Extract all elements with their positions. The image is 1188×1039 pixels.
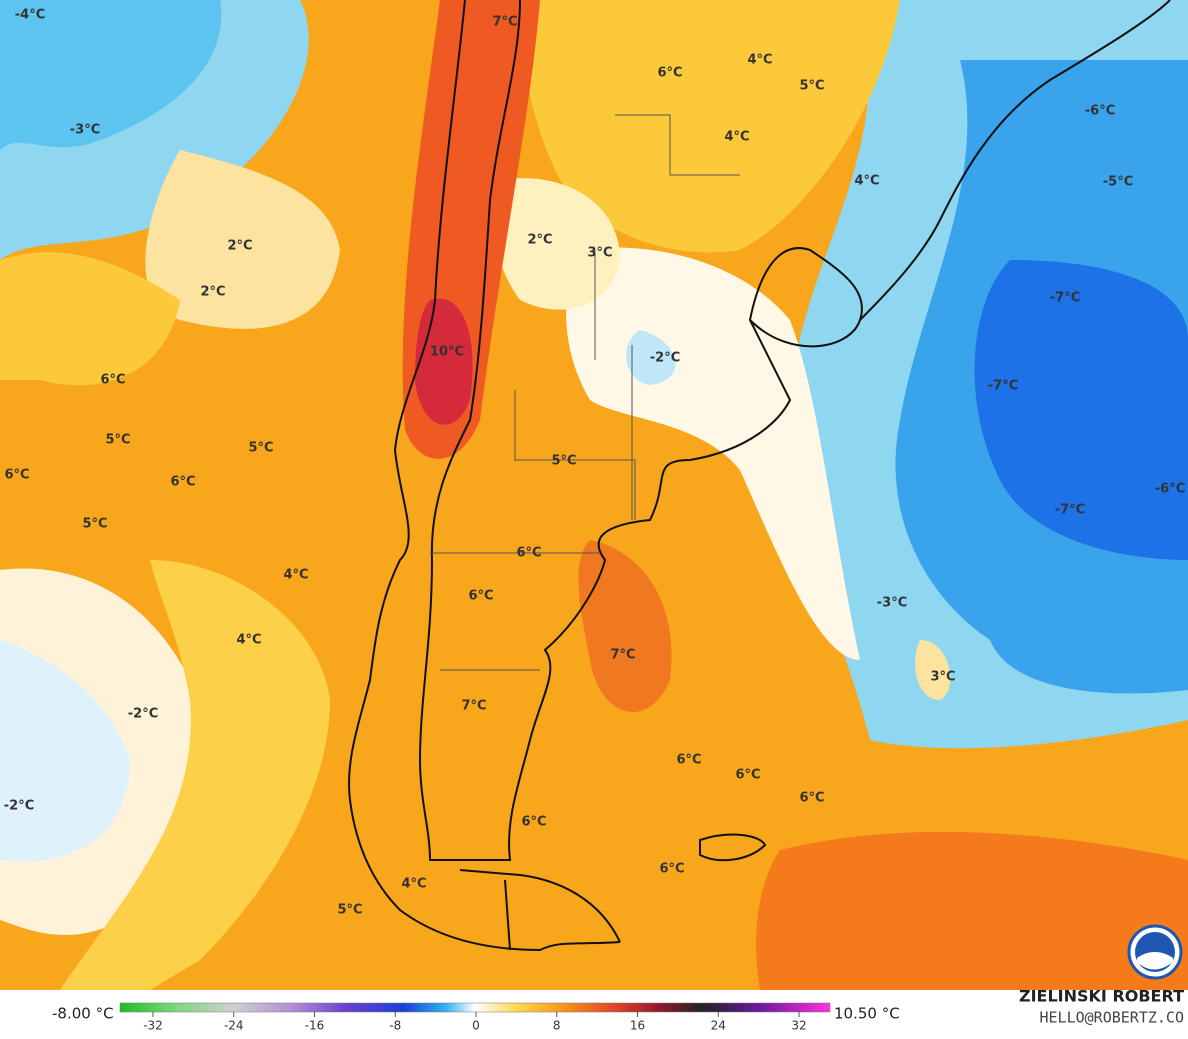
temperature-label: 2°C — [200, 285, 225, 300]
colorbar-tick-label: 0 — [472, 1019, 480, 1033]
noaa-logo — [1127, 924, 1183, 980]
temperature-label: -4°C — [15, 8, 45, 23]
temperature-label: 6°C — [657, 66, 682, 81]
temperature-label: 5°C — [551, 454, 576, 469]
colorbar-tick-label: -8 — [389, 1019, 401, 1033]
colorbar-min: -8.00 °C — [52, 1005, 114, 1023]
temperature-label: 6°C — [799, 791, 824, 806]
temperature-label: 4°C — [401, 877, 426, 892]
temperature-label: 6°C — [468, 589, 493, 604]
temperature-label: 5°C — [248, 441, 273, 456]
temperature-label: -6°C — [1085, 104, 1115, 119]
temperature-label: 6°C — [100, 373, 125, 388]
temperature-label: 6°C — [4, 468, 29, 483]
temperature-label: 2°C — [527, 233, 552, 248]
colorbar-tick-label: 16 — [630, 1019, 645, 1033]
colorbar-tick-label: -16 — [305, 1019, 325, 1033]
credit-email: HELLO@ROBERTZ.CO — [1040, 1009, 1185, 1027]
temperature-label: 6°C — [735, 768, 760, 783]
temperature-label: 7°C — [610, 648, 635, 663]
temperature-label: 3°C — [587, 246, 612, 261]
temperature-label: 7°C — [492, 15, 517, 30]
temperature-label: 5°C — [82, 517, 107, 532]
temperature-label: 4°C — [854, 174, 879, 189]
temperature-label: -2°C — [650, 351, 680, 366]
temperature-label: -3°C — [70, 123, 100, 138]
temperature-label: 4°C — [747, 53, 772, 68]
temperature-label: 5°C — [105, 433, 130, 448]
temperature-label: -3°C — [877, 596, 907, 611]
temperature-label: 6°C — [659, 862, 684, 877]
temperature-label: 4°C — [283, 568, 308, 583]
temperature-label: -7°C — [1055, 503, 1085, 518]
colorbar-tick-label: 8 — [553, 1019, 561, 1033]
temperature-label: 5°C — [799, 79, 824, 94]
temperature-label: 10°C — [430, 345, 464, 360]
temperature-label: 6°C — [521, 815, 546, 830]
colorbar-tick-label: -32 — [143, 1019, 163, 1033]
temperature-label: 4°C — [236, 633, 261, 648]
temperature-label: 6°C — [676, 753, 701, 768]
temperature-label: 4°C — [724, 130, 749, 145]
map — [0, 0, 1188, 990]
colorbar-tick-label: -24 — [224, 1019, 244, 1033]
temperature-label: -2°C — [128, 707, 158, 722]
temperature-label: -2°C — [4, 799, 34, 814]
temperature-label: 2°C — [227, 239, 252, 254]
colorbar-max: 10.50 °C — [834, 1005, 900, 1023]
credit-name: ZIELINSKI ROBERT — [1019, 987, 1184, 1006]
colorbar-tick-label: 32 — [791, 1019, 806, 1033]
temperature-label: -5°C — [1103, 175, 1133, 190]
temperature-label: 3°C — [930, 670, 955, 685]
temperature-label: 7°C — [461, 699, 486, 714]
temperature-label: -6°C — [1155, 482, 1185, 497]
temperature-label: -7°C — [988, 379, 1018, 394]
temperature-label: -7°C — [1050, 291, 1080, 306]
temperature-label: 6°C — [516, 546, 541, 561]
temperature-labels: -4°C 7°C 6°C 4°C 5°C -3°C -6°C 4°C 4°C -5°C 2°C 2°C… — [4, 8, 1185, 918]
temperature-label: 6°C — [170, 475, 195, 490]
temperature-label: 5°C — [337, 903, 362, 918]
colorbar-tick-label: 24 — [711, 1019, 726, 1033]
colorbar — [119, 1002, 831, 1013]
